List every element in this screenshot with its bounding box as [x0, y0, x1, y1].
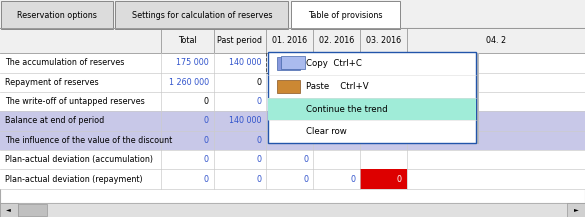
Text: 02. 2016: 02. 2016	[319, 36, 354, 45]
Text: 0: 0	[350, 175, 355, 184]
Text: The influence of the value of the discount: The influence of the value of the discou…	[5, 136, 172, 145]
Text: 140 000: 140 000	[229, 58, 261, 67]
Bar	[360, 169, 407, 189]
Text: Clear row: Clear row	[306, 127, 347, 136]
Text: 0: 0	[256, 136, 261, 145]
Text: ►: ►	[574, 207, 579, 212]
Text: 0: 0	[204, 97, 209, 106]
Text: 0: 0	[256, 97, 261, 106]
Text: Total: Total	[178, 36, 197, 45]
Text: 0: 0	[204, 136, 209, 145]
Text: Copy  Ctrl+C: Copy Ctrl+C	[306, 59, 362, 68]
Bar	[567, 203, 585, 217]
Text: 140 000: 140 000	[229, 117, 261, 125]
Bar	[0, 53, 585, 72]
Text: 0: 0	[303, 175, 308, 184]
Text: Continue the trend: Continue the trend	[306, 105, 388, 113]
Text: 0: 0	[204, 155, 209, 164]
Bar	[0, 92, 585, 111]
Text: 0: 0	[204, 117, 209, 125]
Text: 0: 0	[350, 58, 355, 67]
Bar	[281, 56, 305, 69]
Text: Paste    Ctrl+V: Paste Ctrl+V	[306, 82, 369, 91]
Text: The write-off of untapped reserves: The write-off of untapped reserves	[5, 97, 144, 106]
Bar	[360, 53, 407, 72]
Bar	[1, 1, 113, 29]
Bar	[271, 53, 479, 144]
Text: 0: 0	[397, 175, 402, 184]
Bar	[277, 57, 300, 70]
Text: 175 000: 175 000	[176, 58, 209, 67]
Bar	[0, 111, 585, 131]
Text: 03. 2016: 03. 2016	[366, 36, 401, 45]
Bar	[277, 80, 300, 92]
Text: ◄: ◄	[6, 207, 11, 212]
Bar	[268, 98, 476, 120]
Text: Plan-actual deviation (repayment): Plan-actual deviation (repayment)	[5, 175, 142, 184]
Bar	[268, 52, 476, 143]
Bar	[291, 1, 400, 29]
Bar	[0, 169, 585, 189]
Text: 01. 2016: 01. 2016	[272, 36, 307, 45]
Bar	[0, 72, 585, 92]
Text: 0: 0	[204, 175, 209, 184]
Bar	[0, 131, 585, 150]
Bar	[0, 203, 585, 217]
Text: 0: 0	[303, 97, 308, 106]
Bar	[266, 53, 313, 72]
Text: 35 000: 35 000	[281, 58, 308, 67]
Text: 04. 2: 04. 2	[486, 36, 506, 45]
Text: 0: 0	[256, 175, 261, 184]
Text: Plan-actual deviation (accumulation): Plan-actual deviation (accumulation)	[5, 155, 153, 164]
Text: 0: 0	[303, 78, 308, 87]
Text: Settings for calculation of reserves: Settings for calculation of reserves	[132, 11, 272, 20]
Text: Repayment of reserves: Repayment of reserves	[5, 78, 98, 87]
Text: Reservation options: Reservation options	[17, 11, 97, 20]
Text: 0: 0	[303, 136, 308, 145]
Bar	[0, 203, 18, 217]
Text: 0: 0	[256, 78, 261, 87]
Text: Table of provisions: Table of provisions	[308, 11, 383, 20]
Text: Past period: Past period	[218, 36, 262, 45]
Text: The accumulation of reserves: The accumulation of reserves	[5, 58, 124, 67]
Bar	[18, 204, 47, 216]
Text: Balance at end of period: Balance at end of period	[5, 117, 104, 125]
Bar	[0, 28, 585, 53]
Text: 0: 0	[303, 155, 308, 164]
Text: 175 000: 175 000	[276, 117, 308, 125]
Bar	[0, 150, 585, 169]
Text: 0: 0	[256, 155, 261, 164]
Text: 1 260 000: 1 260 000	[168, 78, 209, 87]
Bar	[115, 1, 288, 29]
Bar	[0, 28, 585, 203]
